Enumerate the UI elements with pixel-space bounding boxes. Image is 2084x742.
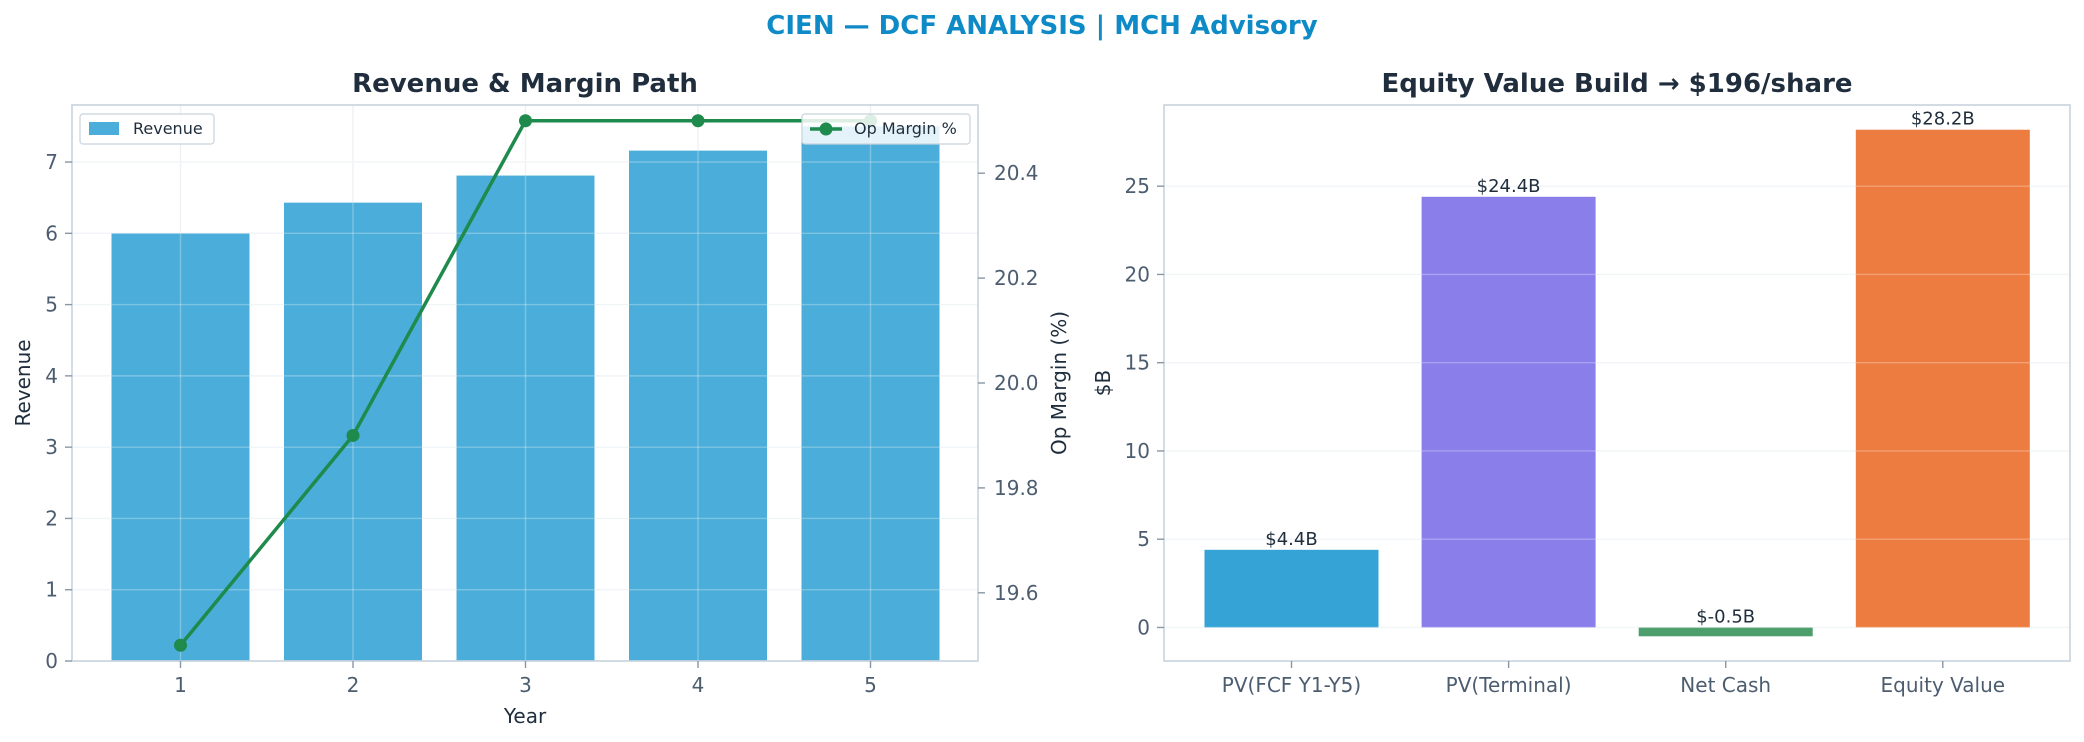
equity-ytick-label: 0 <box>1137 615 1150 639</box>
revenue-xtick-label: 4 <box>692 673 705 697</box>
equity-ytick-label: 10 <box>1125 439 1150 463</box>
equity-ytick-label: 20 <box>1125 262 1150 286</box>
equity-xtick-label: Net Cash <box>1680 673 1771 697</box>
equity-xtick-label: PV(Terminal) <box>1446 673 1572 697</box>
revenue-legend-box <box>79 113 215 145</box>
op-margin-point <box>346 428 360 442</box>
equity-bar <box>1638 627 1813 637</box>
figure-suptitle: CIEN — DCF ANALYSIS | MCH Advisory <box>766 11 1317 41</box>
equity-bar <box>1421 196 1596 628</box>
equity-bar-value-label: $28.2B <box>1911 109 1975 130</box>
equity-build-chart: Equity Value Build → $196/share 0 5 10 15 20… <box>1091 69 2071 697</box>
equity-bar <box>1204 549 1379 628</box>
equity-bar <box>1855 129 2030 628</box>
revenue-ytick-label: 4 <box>45 364 58 388</box>
revenue-ytick-label: 6 <box>45 221 58 245</box>
revenue-ytick-label: 5 <box>45 293 58 317</box>
equity-chart-title: Equity Value Build → $196/share <box>1381 69 1852 99</box>
revenue-bar <box>629 150 767 661</box>
margin-legend: Op Margin % <box>801 113 971 145</box>
equity-bar-value-label: $24.4B <box>1477 176 1541 197</box>
margin-legend-box <box>801 113 971 145</box>
op-margin-point <box>174 638 187 652</box>
revenue-legend-swatch <box>89 122 119 135</box>
margin-legend-marker <box>819 122 833 136</box>
revenue-xtick-label: 2 <box>347 673 360 697</box>
margin-ytick-label: 19.8 <box>994 476 1039 500</box>
equity-xtick-label: Equity Value <box>1881 673 2006 697</box>
revenue-chart-ylabel: Revenue <box>11 339 35 426</box>
equity-chart-ylabel: $B <box>1091 370 1115 396</box>
revenue-bar <box>801 126 940 661</box>
op-margin-point <box>691 114 705 128</box>
revenue-legend-label: Revenue <box>133 119 203 138</box>
equity-bar-value-label: $-0.5B <box>1696 606 1755 627</box>
revenue-ytick-label: 3 <box>45 435 58 459</box>
equity-ytick-label: 25 <box>1125 174 1150 198</box>
equity-bar-value-label: $4.4B <box>1265 529 1317 550</box>
revenue-chart-xlabel: Year <box>503 704 547 728</box>
equity-ytick-label: 5 <box>1137 527 1150 551</box>
revenue-xtick-label: 1 <box>174 673 187 697</box>
revenue-chart-title: Revenue & Margin Path <box>352 69 698 99</box>
margin-ytick-label: 19.6 <box>994 581 1039 605</box>
revenue-ytick-label: 7 <box>45 150 58 174</box>
margin-ytick-label: 20.2 <box>994 266 1039 290</box>
revenue-legend: Revenue <box>79 113 215 145</box>
revenue-margin-chart: Revenue & Margin Path 0 1 2 3 4 5 6 7 19.6 19.8 2… <box>11 69 1071 728</box>
equity-chart-frame <box>1163 104 2071 662</box>
op-margin-point <box>519 114 532 128</box>
margin-ytick-label: 20.0 <box>994 371 1039 395</box>
equity-ytick-label: 15 <box>1125 351 1150 375</box>
revenue-ytick-label: 1 <box>45 578 58 602</box>
equity-xtick-label: PV(FCF Y1-Y5) <box>1222 673 1361 697</box>
revenue-bar <box>456 175 595 662</box>
revenue-xtick-label: 5 <box>864 673 877 697</box>
margin-legend-label: Op Margin % <box>854 119 957 138</box>
revenue-chart-y2label: Op Margin (%) <box>1047 311 1071 455</box>
revenue-ytick-label: 2 <box>45 506 58 530</box>
revenue-ytick-label: 0 <box>45 649 58 673</box>
margin-ytick-label: 20.4 <box>994 161 1039 185</box>
revenue-xtick-label: 3 <box>519 673 532 697</box>
